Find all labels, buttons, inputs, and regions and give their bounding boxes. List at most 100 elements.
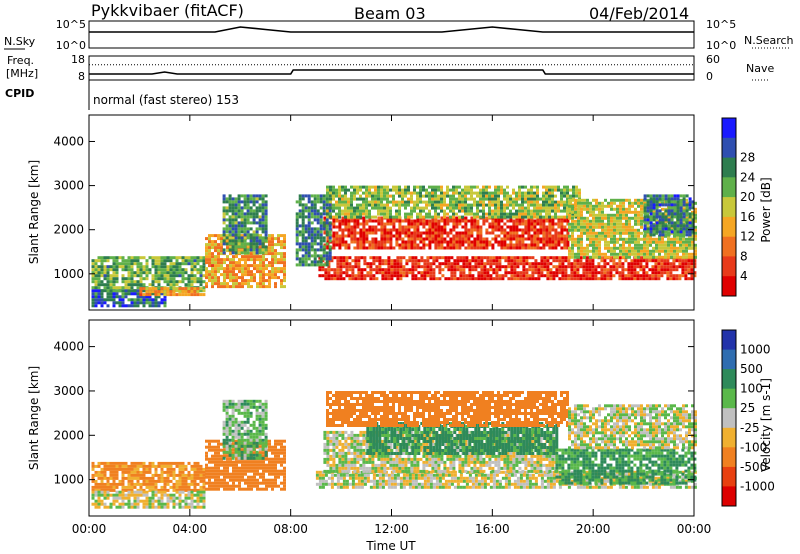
heatmap-cell: [607, 240, 610, 244]
heatmap-cell: [622, 231, 625, 235]
heatmap-cell: [416, 237, 420, 241]
heatmap-cell: [225, 197, 229, 201]
heatmap-cell: [531, 262, 535, 266]
heatmap-cell: [513, 277, 517, 281]
heatmap-cell: [429, 262, 433, 266]
heatmap-cell: [486, 274, 490, 278]
heatmap-cell: [685, 209, 689, 213]
heatmap-cell: [473, 212, 476, 216]
heatmap-cell: [310, 239, 314, 243]
heatmap-cell: [374, 243, 378, 247]
heatmap-cell: [524, 228, 528, 232]
heatmap-cell: [190, 464, 194, 468]
heatmap-cell: [271, 237, 274, 241]
heatmap-cell: [243, 206, 247, 210]
heatmap-cell: [253, 267, 256, 271]
heatmap-cell: [395, 212, 398, 216]
heatmap-cell: [139, 271, 143, 275]
heatmap-cell: [613, 252, 616, 256]
heatmap-cell: [488, 222, 492, 226]
heatmap-cell: [455, 222, 459, 226]
heatmap-cell: [408, 259, 412, 263]
heatmap-cell: [220, 261, 223, 265]
heatmap-cell: [452, 215, 455, 219]
heatmap-cell: [422, 246, 426, 250]
heatmap-cell: [389, 219, 393, 223]
heatmap-cell: [486, 271, 490, 275]
heatmap-cell: [328, 254, 332, 258]
heatmap-cell: [637, 243, 640, 247]
heatmap-cell: [404, 228, 408, 232]
heatmap-cell: [169, 464, 173, 468]
heatmap-cell: [691, 206, 695, 210]
heatmap-cell: [190, 473, 194, 477]
heatmap-cell: [350, 240, 354, 244]
heatmap-cell: [654, 268, 658, 272]
heatmap-cell: [231, 206, 235, 210]
heatmap-cell: [428, 197, 431, 201]
heatmap-cell: [118, 265, 122, 269]
heatmap-cell: [616, 216, 619, 220]
heatmap-cell: [636, 262, 640, 266]
heatmap-cell: [633, 259, 637, 263]
heatmap-cell: [316, 221, 320, 225]
heatmap-cell: [480, 262, 484, 266]
heatmap-cell: [456, 259, 460, 263]
heatmap-cell: [654, 277, 658, 281]
heatmap-cell: [199, 287, 203, 291]
heatmap-cell: [446, 188, 449, 192]
heatmap-cell: [208, 276, 211, 280]
heatmap-cell: [157, 280, 161, 284]
heatmap-cell: [338, 194, 341, 198]
heatmap-cell: [646, 255, 649, 259]
heatmap-cell: [476, 194, 479, 198]
heatmap-cell: [271, 258, 274, 262]
heatmap-cell: [396, 256, 400, 260]
heatmap-cell: [488, 243, 492, 247]
heatmap-cell: [187, 283, 191, 287]
heatmap-cell: [243, 194, 247, 198]
heatmap-cell: [196, 293, 200, 297]
heatmap-cell: [640, 219, 643, 223]
heatmap-cell: [679, 249, 682, 253]
heatmap-cell: [542, 243, 546, 247]
heatmap-cell: [264, 218, 268, 222]
heatmap-cell: [234, 212, 238, 216]
heatmap-cell: [637, 198, 640, 202]
heatmap-cell: [341, 228, 345, 232]
heatmap-cell: [381, 268, 385, 272]
heatmap-cell: [613, 237, 616, 241]
heatmap-cell: [112, 461, 116, 465]
heatmap-cell: [283, 273, 286, 277]
heatmap-cell: [417, 271, 421, 275]
heatmap-cell: [649, 224, 653, 228]
heatmap-cell: [423, 259, 427, 263]
heatmap-cell: [187, 293, 191, 297]
heatmap-cell: [543, 259, 547, 263]
heatmap-cell: [452, 212, 455, 216]
heatmap-cell: [252, 200, 256, 204]
heatmap-cell: [405, 271, 409, 275]
heatmap-cell: [462, 256, 466, 260]
heatmap-cell: [103, 482, 107, 486]
heatmap-cell: [91, 268, 95, 272]
heatmap-cell: [622, 249, 625, 253]
heatmap-cell: [301, 245, 305, 249]
heatmap-cell: [226, 246, 229, 250]
heatmap-cell: [383, 191, 386, 195]
heatmap-cell: [515, 197, 518, 201]
heatmap-cell: [489, 259, 493, 263]
heatmap-cell: [413, 191, 416, 195]
heatmap-cell: [521, 215, 524, 219]
heatmap-cell: [344, 240, 348, 244]
heatmap-cell: [328, 233, 332, 237]
heatmap-cell: [401, 246, 405, 250]
heatmap-cell: [636, 274, 640, 278]
heatmap-cell: [184, 476, 188, 480]
heatmap-cell: [392, 246, 396, 250]
heatmap-cell: [332, 246, 336, 250]
heatmap-cell: [643, 240, 646, 244]
heatmap-cell: [551, 243, 555, 247]
heatmap-cell: [335, 237, 339, 241]
heatmap-cell: [322, 254, 326, 258]
